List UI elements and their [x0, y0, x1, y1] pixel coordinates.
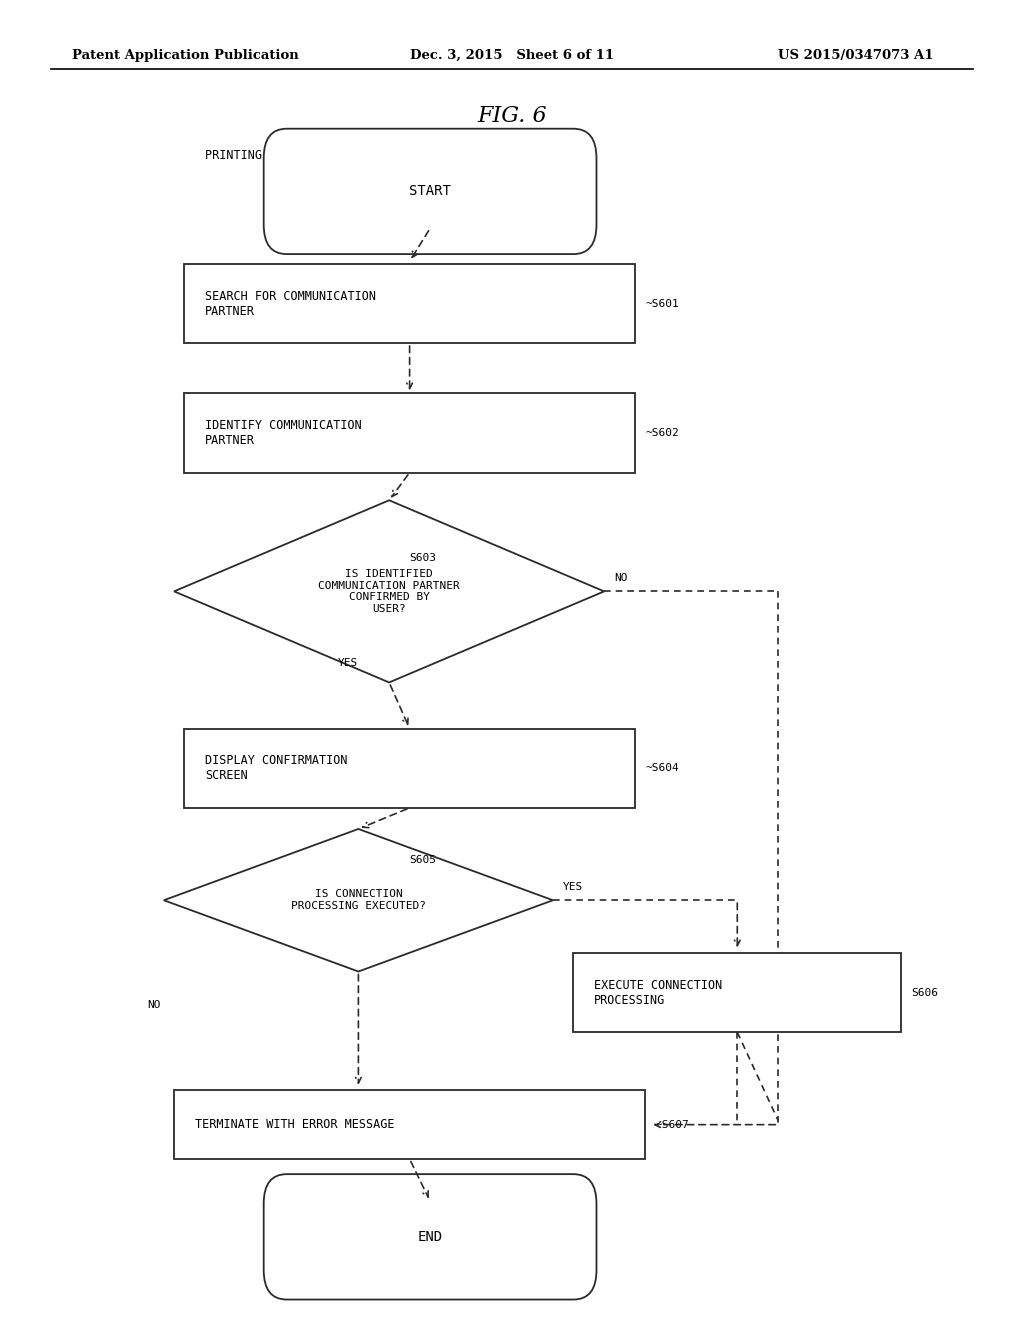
Text: EXECUTE CONNECTION
PROCESSING: EXECUTE CONNECTION PROCESSING	[594, 978, 722, 1007]
Text: YES: YES	[338, 657, 358, 668]
Text: IS IDENTIFIED
COMMUNICATION PARTNER
CONFIRMED BY
USER?: IS IDENTIFIED COMMUNICATION PARTNER CONF…	[318, 569, 460, 614]
Text: Patent Application Publication: Patent Application Publication	[72, 49, 298, 62]
Text: PRINTING APPARATUS 200: PRINTING APPARATUS 200	[205, 149, 361, 162]
Text: YES: YES	[563, 882, 584, 892]
Text: ~S604: ~S604	[645, 763, 679, 774]
Text: SEARCH FOR COMMUNICATION
PARTNER: SEARCH FOR COMMUNICATION PARTNER	[205, 289, 376, 318]
Bar	[184, 393, 635, 473]
Text: Dec. 3, 2015   Sheet 6 of 11: Dec. 3, 2015 Sheet 6 of 11	[410, 49, 613, 62]
Polygon shape	[164, 829, 553, 972]
Text: NO: NO	[146, 999, 161, 1010]
Bar	[174, 1090, 645, 1159]
Text: ~S607: ~S607	[655, 1119, 689, 1130]
Bar	[184, 264, 635, 343]
FancyBboxPatch shape	[263, 1175, 596, 1299]
Text: S605: S605	[410, 855, 436, 866]
Text: IS CONNECTION
PROCESSING EXECUTED?: IS CONNECTION PROCESSING EXECUTED?	[291, 890, 426, 911]
Polygon shape	[174, 500, 604, 682]
Text: ~S601: ~S601	[645, 298, 679, 309]
Text: NO: NO	[614, 573, 628, 583]
Text: S603: S603	[410, 553, 436, 564]
Text: DISPLAY CONFIRMATION
SCREEN: DISPLAY CONFIRMATION SCREEN	[205, 754, 347, 783]
Bar	[184, 729, 635, 808]
Text: S606: S606	[911, 987, 938, 998]
Text: IDENTIFY COMMUNICATION
PARTNER: IDENTIFY COMMUNICATION PARTNER	[205, 418, 361, 447]
Text: TERMINATE WITH ERROR MESSAGE: TERMINATE WITH ERROR MESSAGE	[195, 1118, 394, 1131]
Text: START: START	[410, 185, 451, 198]
FancyBboxPatch shape	[263, 129, 596, 253]
Bar	[573, 953, 901, 1032]
Text: US 2015/0347073 A1: US 2015/0347073 A1	[778, 49, 934, 62]
Text: END: END	[418, 1230, 442, 1243]
Text: ~S602: ~S602	[645, 428, 679, 438]
Text: FIG. 6: FIG. 6	[477, 106, 547, 127]
